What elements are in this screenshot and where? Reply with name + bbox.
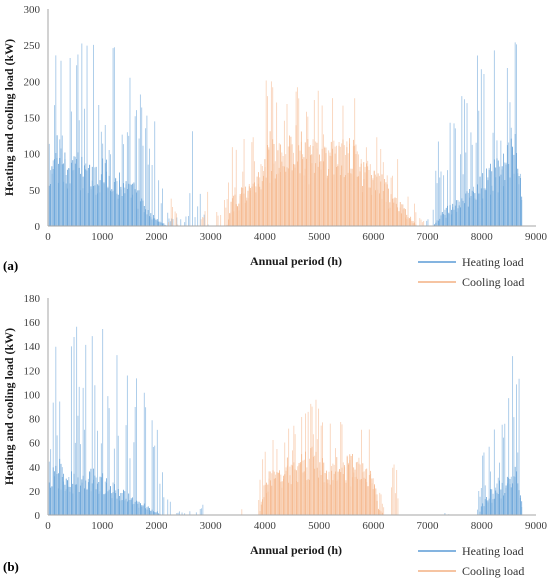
x-tick-label: 7000: [417, 231, 440, 243]
x-tick-label: 6000: [362, 520, 385, 532]
x-tick-label: 5000: [308, 231, 331, 243]
x-tick-label: 2000: [145, 231, 168, 243]
y-tick-label: 250: [24, 40, 41, 52]
x-tick-label: 5000: [308, 520, 331, 532]
y-axis-title: Heating and cooling load (kW): [2, 39, 16, 196]
y-tick-label: 20: [29, 486, 41, 498]
x-tick-label: 1000: [91, 520, 114, 532]
y-tick-label: 60: [29, 438, 41, 450]
x-tick-label: 6000: [362, 231, 385, 243]
x-tick-label: 3000: [200, 231, 223, 243]
x-tick-label: 8000: [471, 231, 494, 243]
legend: Heating load Cooling load: [418, 544, 524, 578]
y-tick-label: 40: [29, 462, 41, 474]
x-tick-label: 4000: [254, 231, 277, 243]
x-tick-label: 4000: [254, 520, 277, 532]
series-dense-band: [259, 446, 385, 515]
y-tick-label: 120: [24, 365, 41, 377]
y-tick-label: 150: [24, 113, 41, 125]
y-tick-label: 50: [29, 185, 41, 197]
x-tick-label: 1000: [91, 231, 114, 243]
y-tick-label: 140: [24, 341, 41, 353]
x-tick-label: 0: [45, 231, 51, 243]
x-tick-label: 9000: [525, 520, 548, 532]
legend-label: Cooling load: [462, 275, 524, 289]
panel-label: (a): [3, 258, 18, 273]
legend-label: Cooling load: [462, 564, 524, 578]
x-tick-label: 3000: [200, 520, 223, 532]
series-heating-load: [47, 42, 523, 226]
x-axis-title: Annual period (h): [250, 543, 342, 557]
series-cooling-load: [168, 80, 425, 226]
x-tick-label: 7000: [417, 520, 440, 532]
y-tick-label: 100: [24, 389, 41, 401]
x-tick-label: 9000: [525, 231, 548, 243]
x-tick-label: 2000: [145, 520, 168, 532]
y-tick-label: 80: [29, 414, 41, 426]
legend-label: Heating load: [462, 255, 524, 269]
chart-panel-a: 0 1000 2000 3000 4000 5000 6000 7000 8000 9000 0 50…: [2, 4, 548, 289]
y-tick-label: 200: [24, 76, 41, 88]
legend-label: Heating load: [462, 544, 524, 558]
series-dense-band: [226, 125, 417, 226]
x-tick-label: 8000: [471, 520, 494, 532]
y-tick-label: 0: [35, 510, 41, 522]
panel-label: (b): [3, 559, 19, 574]
chart-panel-b: 0 1000 2000 3000 4000 5000 6000 7000 8000 9000 0 20…: [2, 293, 548, 578]
x-tick-label: 0: [45, 520, 51, 532]
y-tick-label: 0: [35, 221, 41, 233]
y-axis-title: Heating and cooling load (kW): [2, 328, 16, 485]
x-axis-title: Annual period (h): [250, 254, 342, 268]
legend: Heating load Cooling load: [418, 255, 524, 289]
y-tick-label: 180: [24, 293, 41, 305]
y-tick-label: 100: [24, 149, 41, 161]
y-tick-label: 160: [24, 317, 41, 329]
y-tick-label: 300: [24, 4, 41, 16]
series-cooling-load: [241, 399, 399, 515]
